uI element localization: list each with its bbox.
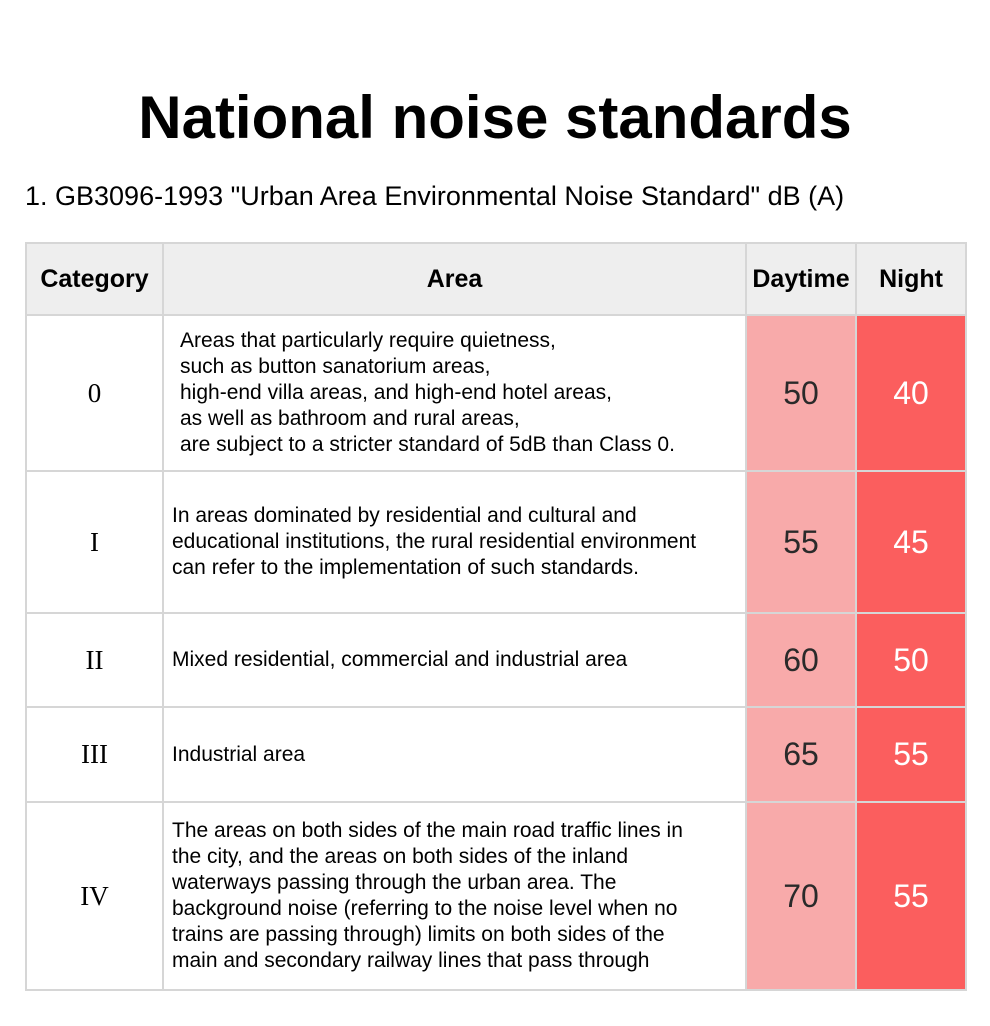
- daytime-limit-cell: 65: [745, 706, 857, 803]
- table-row: II Mixed residential, commercial and ind…: [25, 612, 967, 708]
- standard-subtitle: 1. GB3096-1993 "Urban Area Environmental…: [25, 181, 845, 211]
- area-text: the city, and the areas on both sides of…: [172, 845, 629, 868]
- noise-standards-table: Category Area Daytime Night 0 Areas that…: [25, 242, 967, 991]
- area-text: educational institutions, the rural resi…: [172, 530, 697, 553]
- area-text: background noise (referring to the noise…: [172, 897, 678, 920]
- area-text: waterways passing through the urban area…: [172, 871, 617, 894]
- area-text: The areas on both sides of the main road…: [172, 819, 683, 842]
- page-title: National noise standards: [138, 84, 852, 151]
- night-limit-cell: 55: [855, 801, 967, 991]
- area-cell: Mixed residential, commercial and indust…: [162, 612, 747, 708]
- header-daytime: Daytime: [745, 242, 857, 316]
- daytime-limit-cell: 60: [745, 612, 857, 708]
- category-cell: IV: [25, 801, 164, 991]
- table-row: IV The areas on both sides of the main r…: [25, 801, 967, 991]
- area-text: such as button sanatorium areas,: [180, 355, 491, 378]
- daytime-limit-cell: 70: [745, 801, 857, 991]
- header-area: Area: [162, 242, 747, 316]
- night-limit-cell: 50: [855, 612, 967, 708]
- night-limit-cell: 45: [855, 470, 967, 614]
- table-header-row: Category Area Daytime Night: [25, 242, 967, 316]
- area-cell: Areas that particularly require quietnes…: [162, 314, 747, 472]
- area-text: Areas that particularly require quietnes…: [180, 329, 556, 352]
- night-limit-cell: 55: [855, 706, 967, 803]
- area-text: main and secondary railway lines that pa…: [172, 949, 650, 972]
- night-limit-cell: 40: [855, 314, 967, 472]
- category-cell: 0: [25, 314, 164, 472]
- area-text: high-end villa areas, and high-end hotel…: [180, 381, 612, 404]
- area-text: In areas dominated by residential and cu…: [172, 504, 637, 527]
- area-text: Mixed residential, commercial and indust…: [172, 648, 628, 671]
- area-text: trains are passing through) limits on bo…: [172, 923, 665, 946]
- area-cell: Industrial area: [162, 706, 747, 803]
- table-row: 0 Areas that particularly require quietn…: [25, 314, 967, 472]
- area-text: as well as bathroom and rural areas,: [180, 407, 520, 430]
- header-night: Night: [855, 242, 967, 316]
- header-category: Category: [25, 242, 164, 316]
- area-text: are subject to a stricter standard of 5d…: [180, 433, 675, 456]
- daytime-limit-cell: 50: [745, 314, 857, 472]
- area-cell: The areas on both sides of the main road…: [162, 801, 747, 991]
- area-text: Industrial area: [172, 742, 306, 766]
- area-text: can refer to the implementation of such …: [172, 556, 639, 579]
- table-row: III Industrial area 65 55: [25, 706, 967, 803]
- area-cell: In areas dominated by residential and cu…: [162, 470, 747, 614]
- category-cell: III: [25, 706, 164, 803]
- category-cell: I: [25, 470, 164, 614]
- table-row: I In areas dominated by residential and …: [25, 470, 967, 614]
- daytime-limit-cell: 55: [745, 470, 857, 614]
- category-cell: II: [25, 612, 164, 708]
